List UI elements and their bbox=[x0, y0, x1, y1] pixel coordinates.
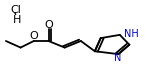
Text: NH: NH bbox=[124, 29, 139, 39]
Text: Cl: Cl bbox=[10, 5, 21, 15]
Text: O: O bbox=[45, 20, 54, 30]
Text: H: H bbox=[13, 15, 21, 25]
Text: N: N bbox=[114, 53, 121, 63]
Text: O: O bbox=[29, 31, 38, 41]
